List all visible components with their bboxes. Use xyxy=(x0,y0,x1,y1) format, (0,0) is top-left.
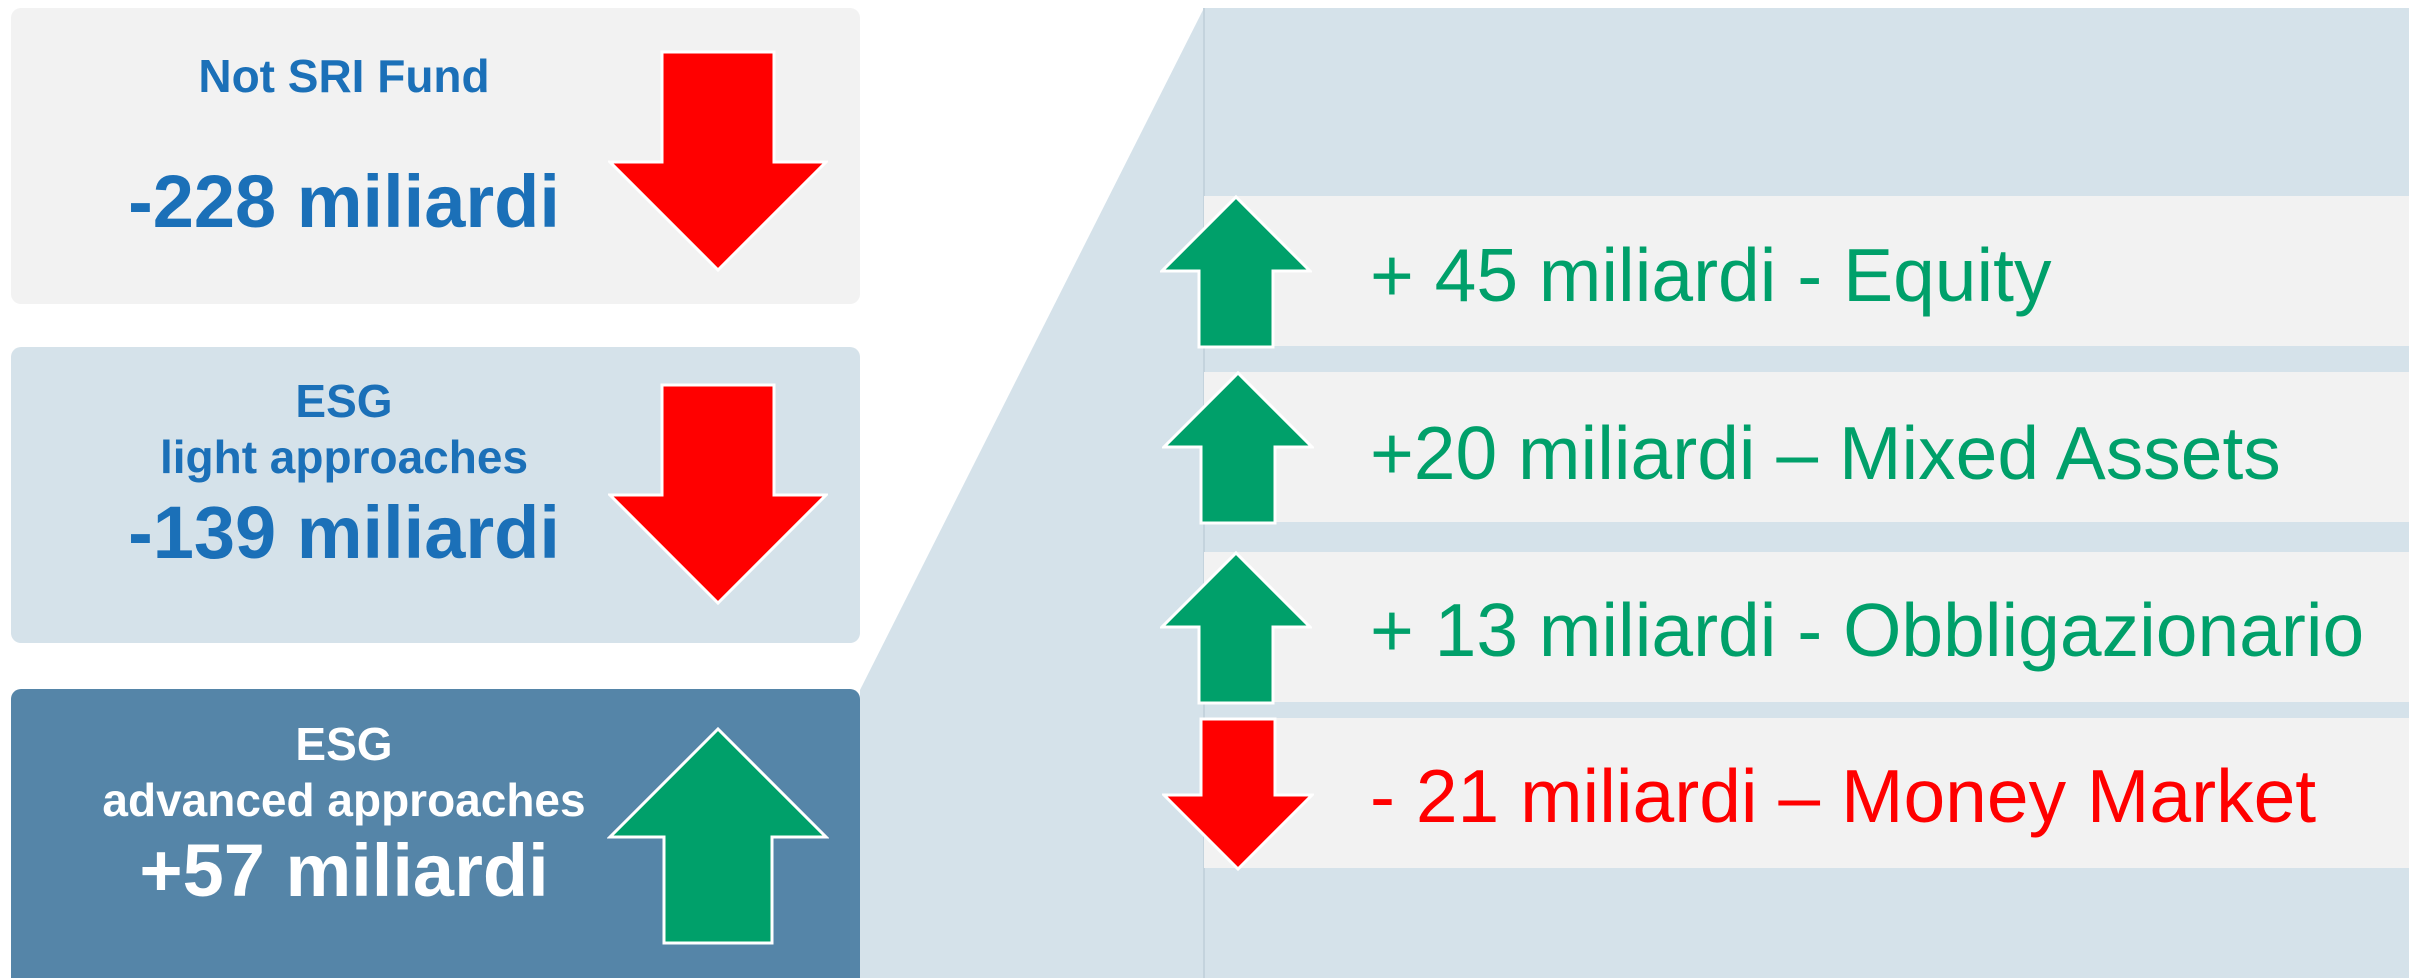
title-line: advanced approaches xyxy=(102,774,586,826)
breakdown-row xyxy=(1204,372,2409,522)
up-arrow-icon xyxy=(1160,551,1312,705)
up-arrow-icon xyxy=(1162,371,1314,525)
breakdown-label: +20 miliardi – Mixed Assets xyxy=(1370,411,2281,495)
breakdown-label: + 13 miliardi - Obbligazionario xyxy=(1370,588,2365,672)
box-value: +57 miliardi xyxy=(139,829,549,912)
down-arrow-icon xyxy=(608,50,828,273)
box-value: -139 miliardi xyxy=(128,491,560,574)
up-arrow-icon xyxy=(1160,195,1312,349)
breakdown-row xyxy=(1204,196,2409,346)
breakdown-label: + 45 miliardi - Equity xyxy=(1370,233,2052,317)
summary-box-not-sri: Not SRI Fund -228 miliardi xyxy=(11,8,860,304)
breakdown-row xyxy=(1204,718,2409,868)
title-line: ESG xyxy=(295,718,393,770)
box-title: ESG light approaches xyxy=(11,373,677,485)
title-line: Not SRI Fund xyxy=(198,50,490,102)
down-arrow-icon xyxy=(608,383,828,606)
box-title: ESG advanced approaches xyxy=(11,716,677,828)
summary-box-esg-advanced: ESG advanced approaches +57 miliardi xyxy=(11,689,860,978)
up-arrow-icon xyxy=(607,727,829,945)
title-line: ESG xyxy=(295,375,393,427)
down-arrow-icon xyxy=(1162,717,1314,871)
box-title: Not SRI Fund xyxy=(11,48,677,104)
breakdown-label: - 21 miliardi – Money Market xyxy=(1370,754,2317,838)
summary-box-esg-light: ESG light approaches -139 miliardi xyxy=(11,347,860,643)
breakdown-row xyxy=(1204,552,2409,702)
title-line: light approaches xyxy=(159,431,529,483)
box-value: -228 miliardi xyxy=(128,160,560,243)
